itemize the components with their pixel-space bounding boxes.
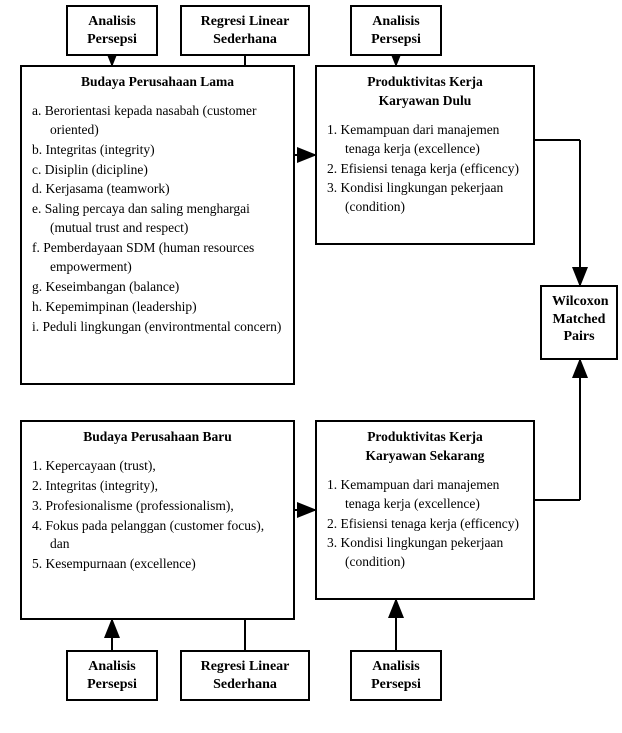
list-item: 1. Kepercayaan (trust), bbox=[32, 457, 283, 476]
list: 1. Kepercayaan (trust),2. Integritas (in… bbox=[32, 457, 283, 574]
list-item: c. Disiplin (dicipline) bbox=[32, 161, 283, 180]
text: AnalisisPersepsi bbox=[371, 659, 421, 692]
list-item: 1. Kemampuan dari manajemen tenaga kerja… bbox=[327, 121, 523, 159]
list-item: 2. Integritas (integrity), bbox=[32, 477, 283, 496]
text: AnalisisPersepsi bbox=[371, 14, 421, 47]
list-item: 3. Kondisi lingkungan pekerjaan (conditi… bbox=[327, 534, 523, 572]
list-item: f. Pemberdayaan SDM (human resources emp… bbox=[32, 239, 283, 277]
box-wilcoxon: WilcoxonMatchedPairs bbox=[540, 285, 618, 360]
label-analisis-persepsi-bottom-left: AnalisisPersepsi bbox=[66, 650, 158, 701]
label-analisis-persepsi-top-left: AnalisisPersepsi bbox=[66, 5, 158, 56]
list-item: g. Keseimbangan (balance) bbox=[32, 278, 283, 297]
list-item: 1. Kemampuan dari manajemen tenaga kerja… bbox=[327, 476, 523, 514]
title: Budaya Perusahaan Baru bbox=[32, 428, 283, 447]
list-item: e. Saling percaya dan saling menghargai … bbox=[32, 200, 283, 238]
list: a. Berorientasi kepada nasabah (customer… bbox=[32, 102, 283, 337]
list-item: 3. Kondisi lingkungan pekerjaan (conditi… bbox=[327, 179, 523, 217]
text: WilcoxonMatchedPairs bbox=[552, 294, 609, 344]
label-regresi-linear-bottom: Regresi LinearSederhana bbox=[180, 650, 310, 701]
list-item: d. Kerjasama (teamwork) bbox=[32, 180, 283, 199]
list: 1. Kemampuan dari manajemen tenaga kerja… bbox=[327, 121, 523, 217]
list-item: i. Peduli lingkungan (environtmental con… bbox=[32, 318, 283, 337]
title: Produktivitas KerjaKaryawan Sekarang bbox=[327, 428, 523, 466]
list-item: 4. Fokus pada pelanggan (customer focus)… bbox=[32, 517, 283, 555]
text: AnalisisPersepsi bbox=[87, 659, 137, 692]
box-produktivitas-sekarang: Produktivitas KerjaKaryawan Sekarang 1. … bbox=[315, 420, 535, 600]
list-item: a. Berorientasi kepada nasabah (customer… bbox=[32, 102, 283, 140]
list-item: 2. Efisiensi tenaga kerja (efficency) bbox=[327, 160, 523, 179]
title: Produktivitas KerjaKaryawan Dulu bbox=[327, 73, 523, 111]
box-budaya-perusahaan-lama: Budaya Perusahaan Lama a. Berorientasi k… bbox=[20, 65, 295, 385]
label-analisis-persepsi-top-right: AnalisisPersepsi bbox=[350, 5, 442, 56]
box-produktivitas-dulu: Produktivitas KerjaKaryawan Dulu 1. Kema… bbox=[315, 65, 535, 245]
list-item: 2. Efisiensi tenaga kerja (efficency) bbox=[327, 515, 523, 534]
list: 1. Kemampuan dari manajemen tenaga kerja… bbox=[327, 476, 523, 572]
list-item: h. Kepemimpinan (leadership) bbox=[32, 298, 283, 317]
label-regresi-linear-top: Regresi LinearSederhana bbox=[180, 5, 310, 56]
list-item: b. Integritas (integrity) bbox=[32, 141, 283, 160]
list-item: 3. Profesionalisme (professionalism), bbox=[32, 497, 283, 516]
text: Regresi LinearSederhana bbox=[201, 14, 290, 47]
title: Budaya Perusahaan Lama bbox=[32, 73, 283, 92]
box-budaya-perusahaan-baru: Budaya Perusahaan Baru 1. Kepercayaan (t… bbox=[20, 420, 295, 620]
text: AnalisisPersepsi bbox=[87, 14, 137, 47]
list-item: 5. Kesempurnaan (excellence) bbox=[32, 555, 283, 574]
text: Regresi LinearSederhana bbox=[201, 659, 290, 692]
label-analisis-persepsi-bottom-right: AnalisisPersepsi bbox=[350, 650, 442, 701]
